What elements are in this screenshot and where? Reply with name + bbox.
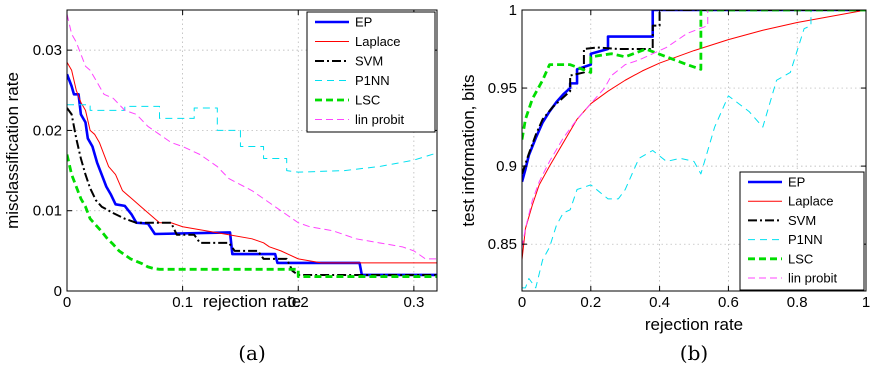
legend-label: LSC (355, 93, 380, 108)
x-tick-label: 0.2 (580, 294, 601, 311)
series-line-svm (67, 107, 437, 276)
legend-label: EP (355, 15, 372, 30)
series-line-lin-probit (67, 13, 437, 260)
x-tick-label: 0.3 (403, 294, 424, 311)
x-tick-label: 1 (862, 294, 870, 311)
legend-label: P1NN (788, 232, 823, 247)
legend-box (306, 11, 436, 133)
series-line-ep (522, 10, 866, 183)
legend-label: SVM (355, 54, 383, 69)
legend-label: P1NN (355, 73, 390, 88)
subfigure-caption: (b) (680, 341, 708, 365)
x-tick-label: 0.2 (288, 294, 309, 311)
legend-label: SVM (788, 213, 816, 228)
series-line-lsc (67, 154, 437, 278)
series-line-lsc (522, 10, 866, 140)
series-line-laplace (522, 10, 866, 260)
y-tick-label: 1 (509, 2, 517, 19)
y-tick-label: 0.01 (33, 203, 62, 220)
y-tick-label: 0.9 (496, 158, 517, 175)
plot-frame (66, 9, 438, 292)
x-tick-label: 0 (518, 294, 526, 311)
series-line-p1nn (67, 104, 437, 173)
plot-frame (521, 9, 867, 292)
x-tick-label: 0 (63, 294, 71, 311)
legend-label: lin probit (355, 112, 405, 127)
legend-label: Laplace (355, 34, 401, 49)
series-line-ep (67, 73, 437, 277)
legend-label: EP (788, 175, 805, 190)
x-tick-label: 0.8 (787, 294, 808, 311)
chart-b: 0 0.2 0.4 0.6 0.8 1 0.85 0.9 0.95 1 rejection rate… (459, 2, 870, 365)
chart-a: 0 0.1 0.2 0.3 0 0.01 0.02 0.03 rejection rate mis… (3, 9, 438, 365)
y-tick-label: 0.85 (488, 236, 517, 253)
y-axis-label: misclassification rate (3, 72, 22, 229)
legend: EP Laplace SVM P1NN LSC lin probit (739, 171, 865, 291)
x-tick-label: 0.6 (718, 294, 739, 311)
y-axis-label: test information, bits (459, 74, 478, 226)
legend-label: LSC (788, 251, 813, 266)
series-line-lin-probit (522, 10, 866, 248)
legend-label: Laplace (788, 194, 834, 209)
x-axis-label: rejection rate (645, 315, 743, 334)
legend-box (739, 171, 865, 291)
legend-label: lin probit (788, 271, 838, 286)
x-axis-label: rejection rate (203, 292, 301, 311)
series-line-p1nn (522, 10, 866, 289)
y-tick-label: 0.02 (33, 122, 62, 139)
subfigure-caption: (a) (238, 341, 266, 365)
legend: EP Laplace SVM P1NN LSC lin probit (306, 11, 436, 133)
series-line-svm (522, 10, 866, 175)
series-line-laplace (67, 61, 437, 264)
y-tick-label: 0 (54, 283, 62, 300)
x-tick-label: 0.4 (649, 294, 670, 311)
y-tick-label: 0.03 (33, 42, 62, 59)
x-tick-label: 0.1 (172, 294, 193, 311)
y-tick-label: 0.95 (488, 80, 517, 97)
